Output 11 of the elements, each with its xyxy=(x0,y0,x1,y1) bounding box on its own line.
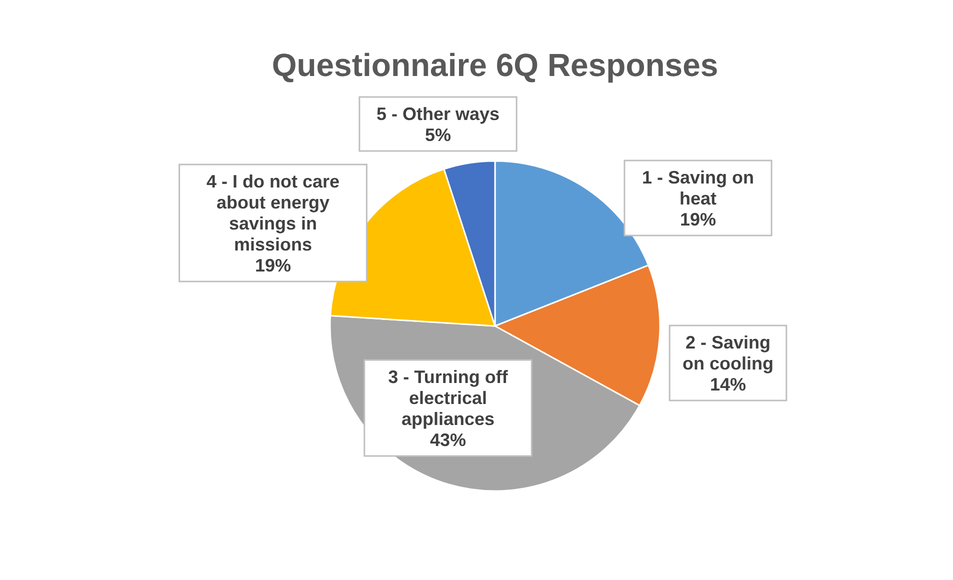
data-label: 19% xyxy=(680,209,716,230)
slice-label: 4 - I do not care about energy savings in missions xyxy=(206,171,340,254)
slice-label: 1 - Saving on heat xyxy=(642,167,754,208)
chart-title: Questionnaire 6Q Responses xyxy=(272,47,718,83)
data-label: 5% xyxy=(424,124,452,145)
slice-label: 3 - Turning off electrical appliances xyxy=(388,366,509,429)
slice-label: 5 - Other ways xyxy=(376,104,500,124)
slice-label: 2 - Saving on cooling xyxy=(682,332,774,374)
data-label: 43% xyxy=(430,430,466,450)
data-label: 14% xyxy=(710,374,746,394)
data-label: 19% xyxy=(254,255,292,276)
